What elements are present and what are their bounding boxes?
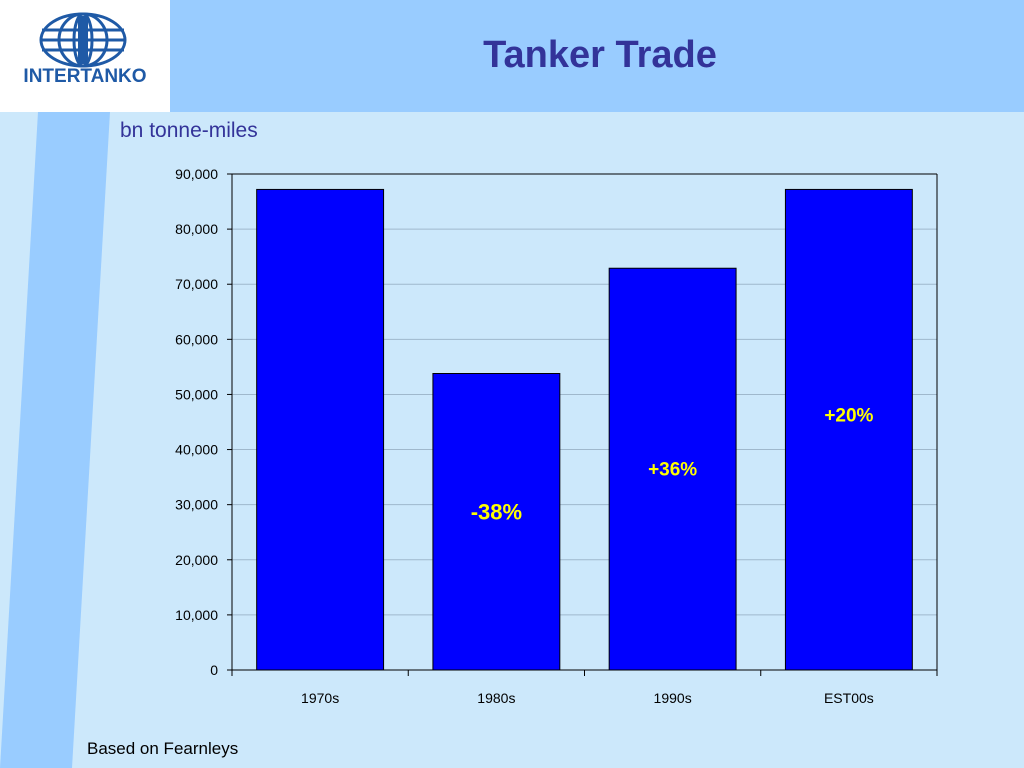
x-tick-label: EST00s xyxy=(824,690,874,706)
annotation-1980s: -38% xyxy=(471,499,522,524)
y-tick-label: 50,000 xyxy=(175,386,218,402)
bar-1970s xyxy=(256,188,385,671)
y-tick-labels: 0 10,000 20,000 30,000 40,000 50,000 60,000 70,… xyxy=(175,166,218,678)
y-tick-label: 80,000 xyxy=(175,221,218,237)
header-band xyxy=(170,0,1024,112)
page-title: Tanker Trade xyxy=(483,34,717,76)
y-tick-label: 40,000 xyxy=(175,442,218,458)
source-footnote: Based on Fearnleys xyxy=(87,739,239,758)
bars xyxy=(256,188,913,671)
annotation-est00s: +20% xyxy=(824,405,873,426)
annotations: -38% +36% +20% xyxy=(471,405,874,524)
axes xyxy=(227,173,938,676)
x-tick-label: 1970s xyxy=(301,690,339,706)
globe-icon xyxy=(39,12,127,68)
annotation-1990s: +36% xyxy=(648,459,697,480)
y-tick-label: 60,000 xyxy=(175,331,218,347)
logo-text: INTERTANKO xyxy=(23,66,147,87)
y-tick-label: 0 xyxy=(210,662,218,678)
bar-1980s xyxy=(432,373,561,671)
left-stripe xyxy=(0,112,110,768)
y-axis-unit-label: bn tonne-miles xyxy=(120,119,258,142)
x-tick-labels: 1970s 1980s 1990s EST00s xyxy=(301,690,874,706)
y-tick-label: 30,000 xyxy=(175,497,218,513)
x-tick-label: 1990s xyxy=(654,690,692,706)
x-tick-label: 1980s xyxy=(477,690,515,706)
y-tick-label: 20,000 xyxy=(175,552,218,568)
bar-est00s xyxy=(784,188,913,671)
y-tick-label: 90,000 xyxy=(175,166,218,182)
logo: INTERTANKO xyxy=(0,0,170,112)
y-tick-label: 70,000 xyxy=(175,276,218,292)
bar-1990s xyxy=(608,267,737,671)
y-tick-label: 10,000 xyxy=(175,607,218,623)
